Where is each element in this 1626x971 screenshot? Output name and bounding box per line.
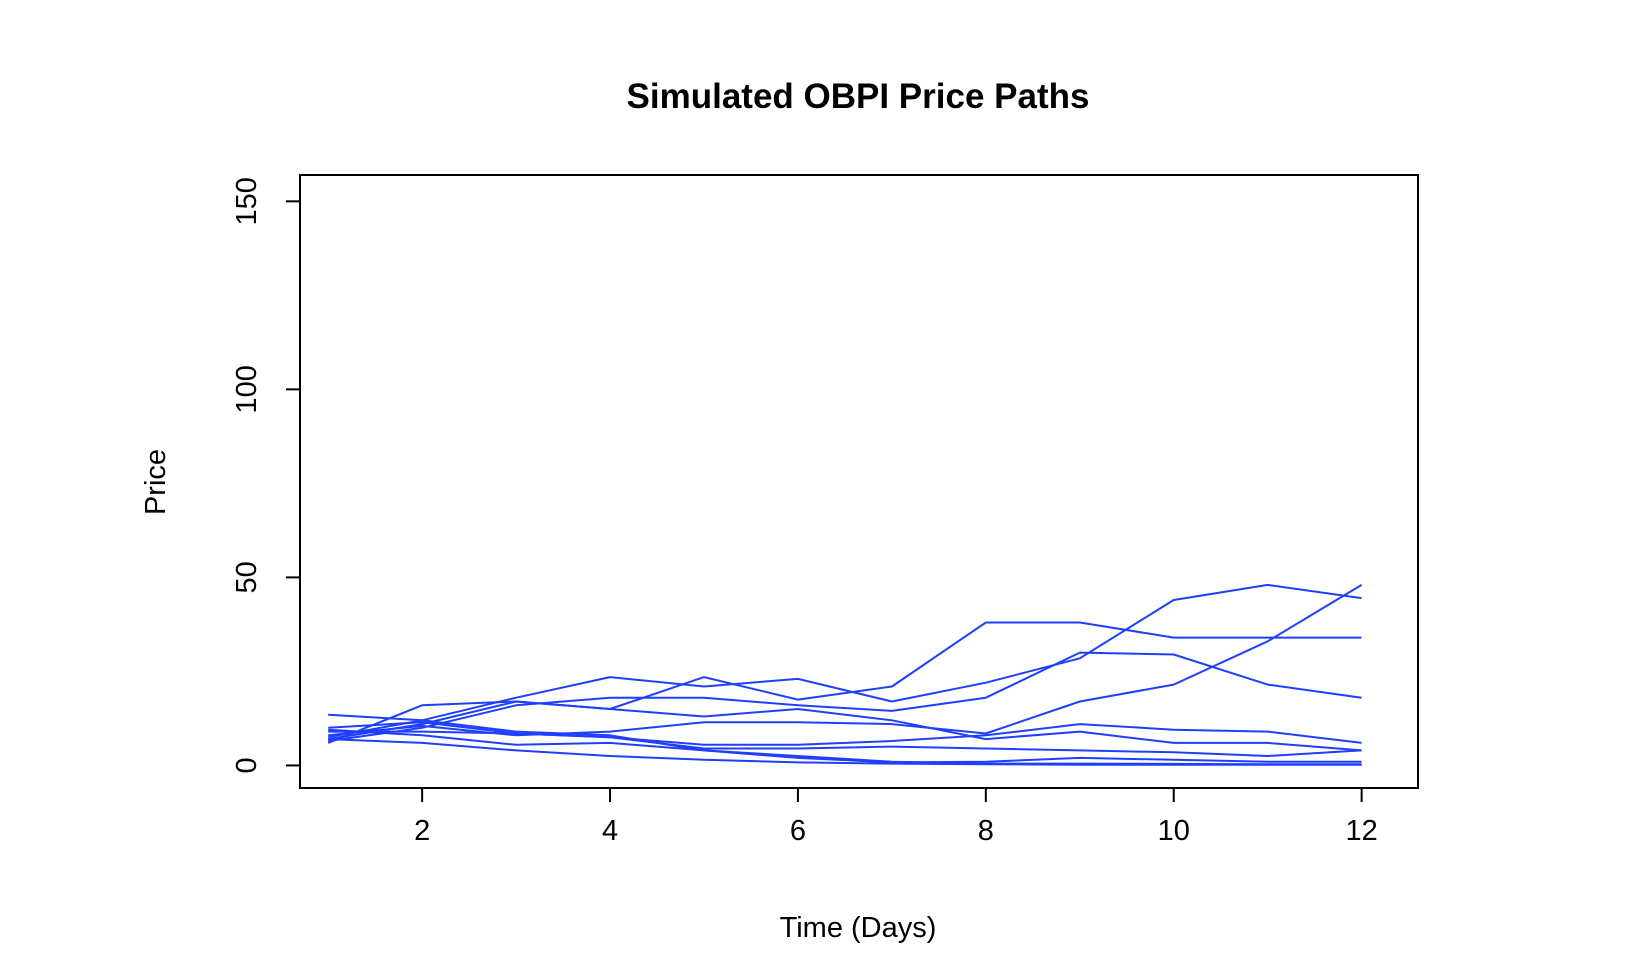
x-axis: 2 4 6 8 10 12 xyxy=(414,787,1378,847)
y-tick-label: 0 xyxy=(231,757,263,773)
x-tick-label: 12 xyxy=(1345,815,1377,847)
y-axis: 0 50 100 150 xyxy=(231,177,301,774)
x-tick-label: 2 xyxy=(414,815,430,847)
series-line-10 xyxy=(328,738,1362,766)
series-line-1 xyxy=(328,651,1362,742)
series-line-8 xyxy=(328,713,1362,764)
y-tick-label: 50 xyxy=(231,561,263,593)
y-tick-label: 100 xyxy=(231,365,263,413)
x-tick-label: 6 xyxy=(790,815,806,847)
series-line-7 xyxy=(328,721,1362,757)
chart-title: Simulated OBPI Price Paths xyxy=(627,77,1090,116)
x-tick-label: 8 xyxy=(978,815,994,847)
plot-area-border xyxy=(299,174,1419,789)
x-tick-label: 4 xyxy=(602,815,618,847)
series-line-2 xyxy=(328,621,1362,741)
series-line-6 xyxy=(328,723,1362,746)
y-tick-label: 150 xyxy=(231,177,263,225)
series-group xyxy=(327,583,1363,766)
x-axis-label: Time (Days) xyxy=(780,912,937,944)
series-line-4 xyxy=(327,700,1362,752)
x-tick-label: 10 xyxy=(1158,815,1190,847)
y-axis-label: Price xyxy=(140,449,172,515)
